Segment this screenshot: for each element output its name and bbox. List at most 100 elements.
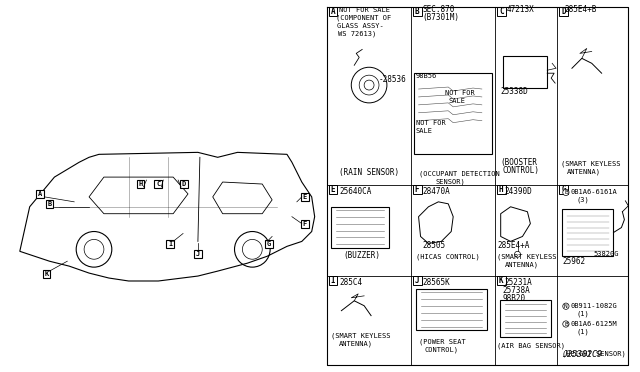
Text: C: C: [156, 181, 161, 187]
Text: H: H: [499, 185, 504, 194]
Text: 25231A: 25231A: [505, 278, 532, 287]
Bar: [559, 7, 568, 16]
Text: D: D: [561, 7, 566, 16]
Text: G: G: [267, 241, 271, 247]
Bar: [502, 57, 547, 88]
Text: E: E: [331, 185, 335, 194]
Text: B: B: [564, 190, 568, 195]
Text: 25738A: 25738A: [502, 286, 531, 295]
Text: -28536: -28536: [379, 75, 407, 84]
Text: 28470A: 28470A: [422, 187, 451, 196]
Bar: [194, 250, 202, 258]
Text: CONTROL): CONTROL): [424, 346, 458, 353]
Text: ANTENNA): ANTENNA): [567, 168, 601, 174]
Text: CONTROL): CONTROL): [502, 166, 540, 175]
Text: WS 72613): WS 72613): [339, 31, 377, 37]
Text: (BUZZER): (BUZZER): [344, 251, 380, 260]
Bar: [497, 7, 506, 16]
Text: 0B1A6-6161A: 0B1A6-6161A: [571, 189, 618, 195]
Text: NOT FOR SALE: NOT FOR SALE: [339, 7, 390, 13]
Text: J25302C9: J25302C9: [562, 350, 602, 359]
Text: (HICAS CONTROL): (HICAS CONTROL): [415, 253, 479, 260]
Text: 24390D: 24390D: [505, 187, 532, 196]
Text: J: J: [415, 276, 419, 285]
Bar: [413, 73, 492, 154]
Text: I: I: [331, 276, 335, 285]
Text: 285E4+B: 285E4+B: [564, 5, 596, 14]
Text: F: F: [303, 221, 307, 227]
Bar: [413, 276, 422, 285]
Bar: [559, 185, 568, 194]
Text: F: F: [415, 185, 419, 194]
Text: A: A: [38, 191, 42, 197]
Text: (POWER SEAT: (POWER SEAT: [419, 338, 465, 345]
Text: B: B: [415, 7, 419, 16]
Text: (RAIN SENSOR): (RAIN SENSOR): [339, 168, 399, 177]
Text: B: B: [47, 201, 52, 207]
Text: (AIR BAG SENSOR): (AIR BAG SENSOR): [497, 342, 564, 349]
Text: E: E: [303, 194, 307, 200]
Text: 28505: 28505: [422, 241, 445, 250]
Text: C: C: [499, 7, 504, 16]
Text: D: D: [182, 181, 186, 187]
Text: (SMART KEYLESS: (SMART KEYLESS: [332, 333, 391, 339]
Text: 25640CA: 25640CA: [339, 187, 372, 196]
Text: 25338D: 25338D: [500, 87, 529, 96]
Text: I: I: [168, 241, 172, 247]
Text: N: N: [564, 304, 568, 309]
Bar: [413, 185, 422, 194]
Bar: [413, 7, 422, 16]
Text: 0B911-1082G: 0B911-1082G: [571, 303, 618, 309]
Text: 53820G: 53820G: [594, 251, 620, 257]
Bar: [301, 193, 308, 201]
Text: GLASS ASSY-: GLASS ASSY-: [337, 23, 384, 29]
Bar: [497, 185, 506, 194]
Bar: [301, 219, 308, 228]
Text: ANTENNA): ANTENNA): [505, 261, 539, 267]
Text: 0B1A6-6125M: 0B1A6-6125M: [571, 321, 618, 327]
Text: (OCCUPANT DETECTION: (OCCUPANT DETECTION: [419, 170, 499, 177]
Text: 47213X: 47213X: [507, 5, 534, 14]
Text: (3): (3): [577, 197, 589, 203]
Text: (HEIGHT SENSOR): (HEIGHT SENSOR): [562, 350, 626, 357]
Text: 98B20: 98B20: [502, 294, 526, 303]
Text: SALE: SALE: [448, 98, 465, 104]
Text: B: B: [564, 321, 568, 327]
Bar: [154, 180, 163, 188]
Text: (B7301M): (B7301M): [422, 13, 460, 22]
Bar: [328, 185, 337, 194]
Text: 28565K: 28565K: [422, 278, 451, 287]
Text: 285E4+A: 285E4+A: [498, 241, 530, 250]
Bar: [562, 209, 614, 256]
Text: NOT FOR: NOT FOR: [415, 120, 445, 126]
Text: A: A: [331, 7, 335, 16]
Bar: [42, 270, 51, 278]
Text: 285C4: 285C4: [339, 278, 362, 287]
Text: NOT FOR: NOT FOR: [445, 90, 475, 96]
Text: ANTENNA): ANTENNA): [339, 340, 372, 347]
Text: 98B56: 98B56: [415, 73, 437, 79]
Bar: [332, 207, 389, 248]
Bar: [265, 240, 273, 248]
Bar: [166, 240, 174, 248]
Bar: [180, 180, 188, 188]
Text: (1): (1): [577, 311, 589, 317]
Text: (BOOSTER: (BOOSTER: [500, 158, 538, 167]
Text: 25962: 25962: [562, 257, 585, 266]
Bar: [328, 276, 337, 285]
Text: K: K: [499, 276, 504, 285]
Bar: [36, 190, 44, 198]
Text: (SMART KEYLESS: (SMART KEYLESS: [497, 253, 556, 260]
Text: (1): (1): [577, 328, 589, 335]
Text: SALE: SALE: [415, 128, 433, 134]
Text: SENSOR): SENSOR): [435, 178, 465, 185]
Bar: [45, 200, 53, 208]
Text: SEC.870: SEC.870: [422, 5, 455, 14]
Bar: [500, 300, 551, 337]
Bar: [415, 289, 487, 330]
Text: (COMPONENT OF: (COMPONENT OF: [337, 15, 392, 21]
Text: (SMART KEYLESS: (SMART KEYLESS: [561, 160, 621, 167]
Bar: [497, 276, 506, 285]
Text: H: H: [138, 181, 143, 187]
Bar: [136, 180, 145, 188]
